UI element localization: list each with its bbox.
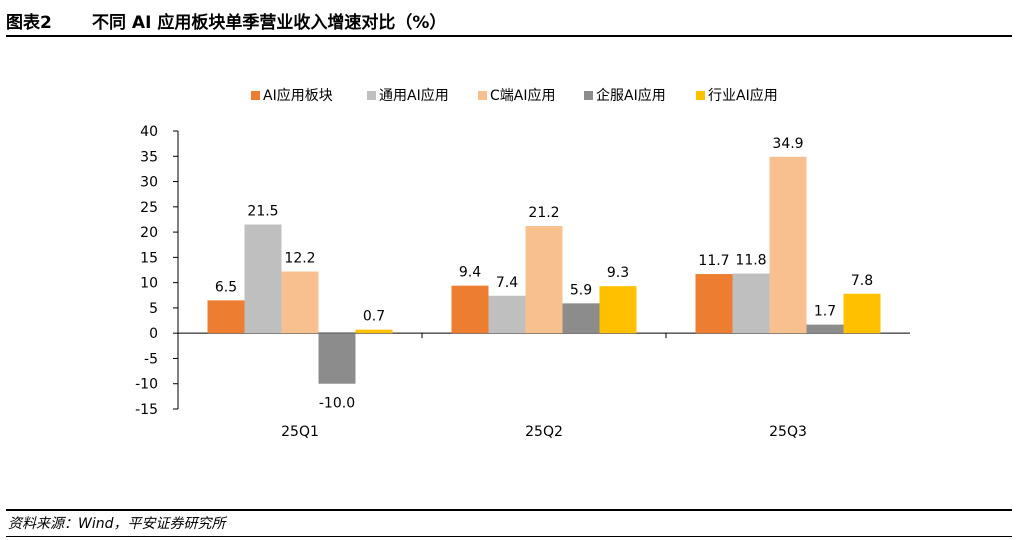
legend-label: AI应用板块 xyxy=(263,87,333,104)
bottom-rule xyxy=(6,536,1012,537)
bar xyxy=(488,295,526,334)
y-tick-label: 35 xyxy=(140,149,158,165)
data-label: 6.5 xyxy=(215,279,237,295)
bar xyxy=(843,293,881,334)
x-tick-label: 25Q3 xyxy=(769,424,807,440)
y-tick-label: 30 xyxy=(140,175,158,191)
y-tick-label: -10 xyxy=(135,377,158,393)
bar xyxy=(525,226,563,334)
data-label: 9.3 xyxy=(607,265,629,281)
legend-swatch xyxy=(478,91,487,100)
legend-swatch xyxy=(584,91,593,100)
legend-label: C端AI应用 xyxy=(490,87,555,104)
y-tick-label: 0 xyxy=(149,326,158,342)
figure-label: 图表2 xyxy=(6,13,52,33)
bar xyxy=(207,300,245,334)
bar xyxy=(769,156,807,334)
data-label: 21.5 xyxy=(247,204,278,220)
data-label: 12.2 xyxy=(284,251,315,267)
y-tick-label: 20 xyxy=(140,225,158,241)
data-label: 11.8 xyxy=(735,253,766,269)
data-label: 7.4 xyxy=(496,275,518,291)
x-tick-label: 25Q1 xyxy=(281,424,319,440)
y-tick-label: 40 xyxy=(140,124,158,140)
legend-label: 行业AI应用 xyxy=(708,87,778,104)
y-tick-label: 15 xyxy=(140,250,158,266)
legend-label: 企服AI应用 xyxy=(596,87,666,104)
data-label: 9.4 xyxy=(459,265,481,281)
bar xyxy=(281,271,319,334)
bar xyxy=(244,224,282,334)
bar xyxy=(355,329,393,334)
figure-title: 不同 AI 应用板块单季营业收入增速对比（%） xyxy=(92,13,447,33)
y-tick-label: 5 xyxy=(149,301,158,317)
legend-swatch xyxy=(367,91,376,100)
bar xyxy=(562,303,600,334)
y-tick-label: -5 xyxy=(144,351,158,367)
y-tick-label: -15 xyxy=(135,402,158,418)
bar xyxy=(806,324,844,334)
footer-rule xyxy=(6,509,1012,511)
data-label: 11.7 xyxy=(698,253,729,269)
source-note: 资料来源：Wind，平安证券研究所 xyxy=(8,516,226,532)
header-rule xyxy=(6,35,1012,37)
figure-header: 图表2 不同 AI 应用板块单季营业收入增速对比（%） xyxy=(0,0,1017,40)
data-label: 21.2 xyxy=(528,205,559,221)
legend-swatch xyxy=(696,91,705,100)
data-label: 0.7 xyxy=(363,309,385,325)
data-label: 5.9 xyxy=(570,282,592,298)
data-label: 1.7 xyxy=(814,304,836,320)
data-label: 7.8 xyxy=(851,273,873,289)
bar xyxy=(318,333,356,384)
bar xyxy=(695,274,733,334)
y-tick-label: 25 xyxy=(140,200,158,216)
bar-chart: AI应用板块 通用AI应用 C端AI应用 企服AI应用 行业AI应用 40 35 30 25 20… xyxy=(135,87,910,440)
legend-label: 通用AI应用 xyxy=(379,87,449,104)
x-tick-label: 25Q2 xyxy=(525,424,563,440)
bar xyxy=(451,285,489,334)
legend-swatch xyxy=(251,91,260,100)
data-label: -10.0 xyxy=(319,396,355,412)
data-label: 34.9 xyxy=(772,136,803,152)
y-tick-label: 10 xyxy=(140,276,158,292)
bar xyxy=(732,273,770,334)
bar xyxy=(599,286,637,334)
